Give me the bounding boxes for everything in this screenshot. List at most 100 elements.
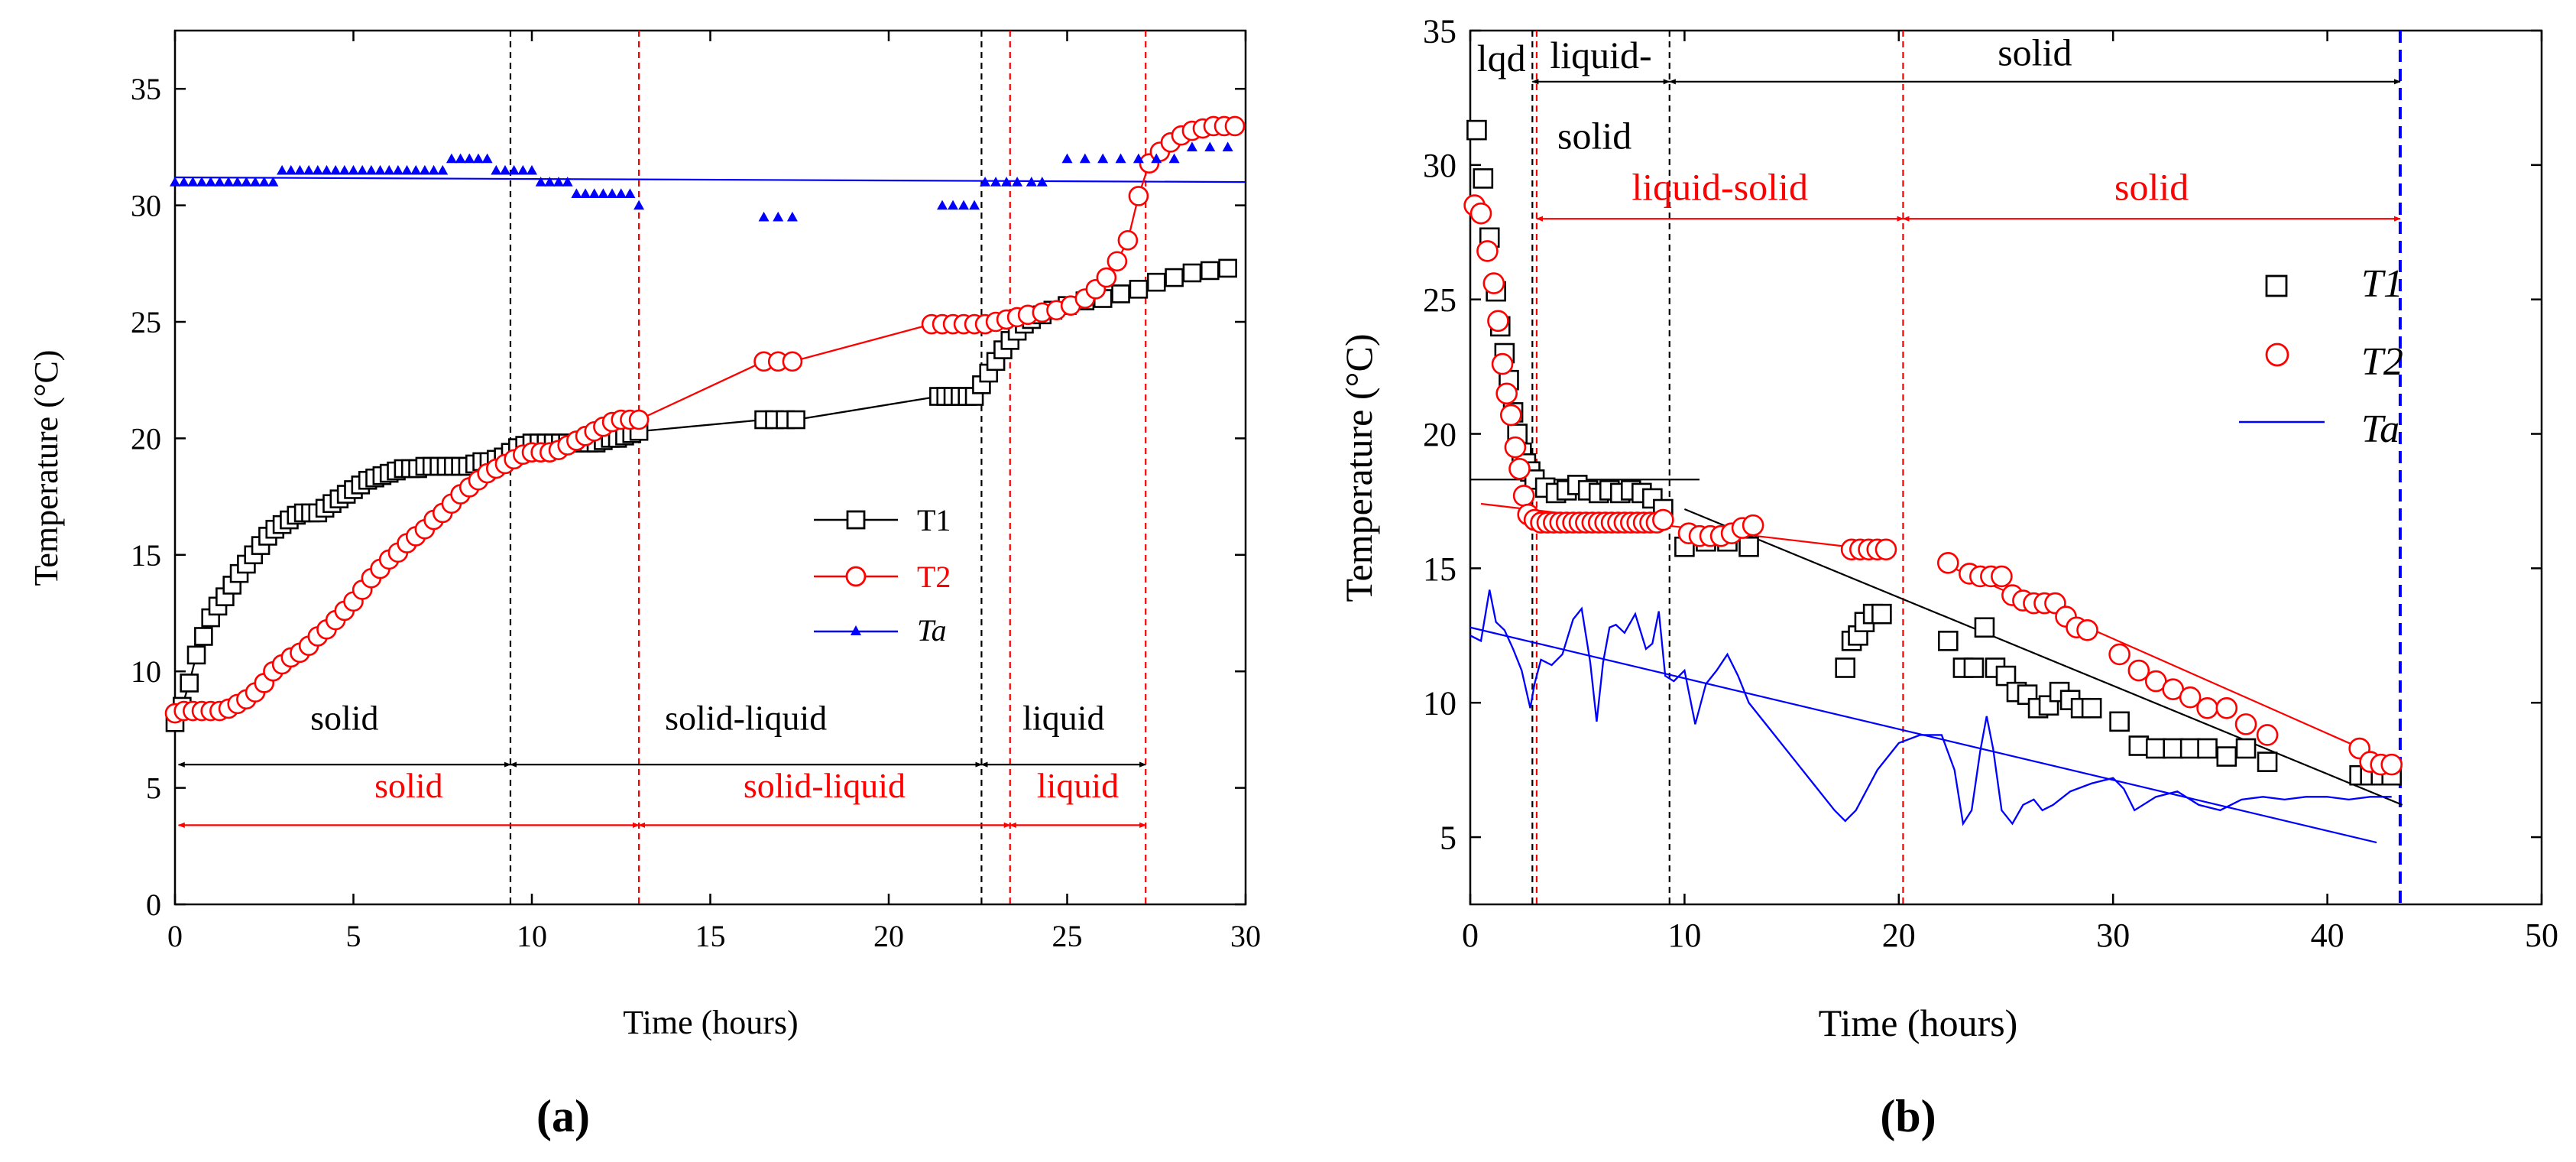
- panel-a-phase-label: liquid: [1037, 766, 1119, 805]
- x-axis-title-a: Time (hours): [623, 1004, 798, 1041]
- panel-a-ta-point: [990, 177, 1002, 187]
- panel-b-t1-point: [2081, 697, 2102, 719]
- legend-b-t1-marker: [2265, 274, 2288, 297]
- panel-a-phase-label: solid-liquid: [665, 698, 827, 737]
- legend-a-ta-marker: [851, 625, 861, 635]
- panel-a-ta-point: [481, 153, 493, 164]
- panel-b-t2-point: [1991, 565, 2013, 588]
- panel-b-t1-point: [2235, 738, 2257, 759]
- panel-a-ta-point: [339, 164, 350, 175]
- panel-b-t2-point: [2234, 713, 2257, 735]
- panel-b-t2-point: [1482, 272, 1505, 294]
- panel-a-ta-point: [1079, 153, 1090, 164]
- panel-a-ta-point: [365, 164, 377, 175]
- panel-b-y-tick-label: 20: [1423, 416, 1456, 453]
- panel-b-t1-point: [1871, 603, 1892, 625]
- plot-frame-b: [1469, 29, 2543, 906]
- panel-a-x-tick-label: 10: [517, 919, 547, 953]
- panel-a-phase-label: solid-liquid: [744, 766, 906, 805]
- panel-a-t2-point: [1128, 186, 1149, 206]
- panel-a-ta-point: [464, 153, 475, 164]
- panel-a-t1-point: [180, 674, 199, 693]
- panel-a-ta-point: [187, 177, 199, 187]
- legend-b-t2-marker: [2265, 342, 2289, 367]
- panel-b-x-tick-label: 30: [2096, 917, 2130, 954]
- panel-a-ta-point: [1204, 141, 1216, 151]
- panel-b-t1-point: [2179, 738, 2201, 759]
- panel-a-ta-point: [214, 177, 225, 187]
- panel-a-ta-point: [232, 177, 243, 187]
- y-axis-title-b: Temperature (°C): [1337, 333, 1380, 602]
- panel-a-t2-point: [1107, 251, 1128, 272]
- panel-b-phase-label: solid: [2114, 166, 2189, 209]
- panel-b-y-tick-label: 10: [1423, 685, 1456, 722]
- panel-a-ta-point: [170, 177, 180, 187]
- panel-a-ta-point: [1168, 153, 1180, 164]
- panel-a-t1-point: [1111, 284, 1130, 303]
- legend-b-t2-label: T2: [2361, 340, 2403, 384]
- panel-b-t2-point: [2256, 724, 2279, 746]
- panel-b-t2-point: [1491, 352, 1514, 375]
- panel-b-annotation: lqd: [1477, 37, 1526, 80]
- panel-a-t2-point: [782, 351, 803, 372]
- panel-b-x-tick-label: 0: [1462, 917, 1479, 954]
- panel-a-y-tick-label: 30: [131, 189, 161, 223]
- panel-a-ta-point: [437, 164, 449, 175]
- panel-b-y-tick-label: 5: [1440, 819, 1456, 856]
- panel-b-t2-point: [1508, 457, 1531, 480]
- panel-b-t2-point: [1476, 240, 1499, 262]
- panel-a-ta-point: [250, 177, 261, 187]
- panel-a-ta-point: [178, 177, 190, 187]
- panel-b-t2-point: [1495, 382, 1518, 405]
- panel-b-t2-point: [1742, 514, 1764, 537]
- panel-a-ta-point: [491, 164, 502, 175]
- panel-b-t1-point: [2109, 711, 2130, 732]
- panel-a-ta-point: [392, 164, 403, 175]
- panel-a-ta-point: [285, 164, 296, 175]
- panel-a-ta-point: [410, 164, 422, 175]
- panel-a-ta-point: [330, 164, 342, 175]
- panel-a-ta-point: [419, 164, 430, 175]
- panel-a-t1-point: [1165, 268, 1184, 287]
- panel-a-t2-point: [1096, 267, 1117, 288]
- panel-a-y-tick-label: 25: [131, 305, 161, 339]
- panel-a-t1-point: [786, 410, 805, 430]
- panel-a-ta-point: [1026, 177, 1037, 187]
- panel-a-ta-point: [544, 177, 556, 187]
- panel-a-ta-point: [588, 188, 600, 198]
- panel-a-ta-point: [241, 177, 252, 187]
- panel-a-ta-point: [472, 153, 484, 164]
- panel-b-annotation: solid: [1557, 115, 1631, 157]
- panel-a-ta-point: [312, 164, 323, 175]
- legend-b-t1-label: T1: [2361, 262, 2403, 306]
- panel-a-y-tick-label: 5: [146, 771, 161, 806]
- panel-a-x-tick-label: 25: [1052, 919, 1083, 953]
- panel-b-t2-point: [1652, 508, 1674, 531]
- panel-b-t1-point: [2163, 738, 2184, 759]
- panel-b-y-tick-label: 30: [1423, 147, 1456, 184]
- panel-b-t1-point: [1835, 657, 1855, 678]
- panel-a-ta-point: [562, 177, 573, 187]
- panel-b-ta-line: [1469, 589, 2392, 826]
- chart-panel-a: solid solid-liquid liquid solid solid-liquid…: [28, 29, 1261, 1141]
- panel-a-t1-point: [194, 627, 213, 646]
- panel-b-t1-point: [1466, 119, 1487, 141]
- panel-a-ta-point: [1151, 153, 1162, 164]
- panel-a-ta-point: [958, 200, 970, 210]
- panel-a-fit-line: [174, 176, 1246, 183]
- panel-a-x-tick-label: 20: [873, 919, 904, 953]
- panel-a-x-tick-label: 0: [167, 919, 183, 953]
- panel-a-t2-point: [1117, 230, 1139, 251]
- panel-a-ta-point: [258, 177, 270, 187]
- panel-a-ta-point: [196, 177, 208, 187]
- panel-a-t1-point: [1146, 272, 1166, 292]
- panel-b-y-tick-label: 25: [1423, 281, 1456, 319]
- panel-a-t2-point: [628, 409, 650, 430]
- panel-b-fit-line: [1683, 508, 2403, 806]
- panel-b-x-tick-label: 50: [2525, 917, 2558, 954]
- panel-b-x-tick-label: 40: [2311, 917, 2344, 954]
- panel-b-t2-point: [1936, 552, 1959, 574]
- panel-a-ta-point: [607, 188, 618, 198]
- panel-a-ta-point: [267, 177, 279, 187]
- panel-b-t1-point: [2145, 738, 2166, 759]
